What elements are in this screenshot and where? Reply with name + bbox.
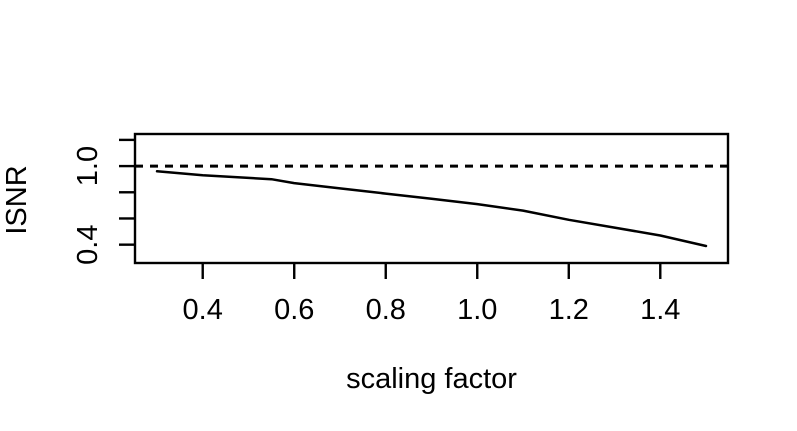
- plot-box: [133, 132, 730, 265]
- plot-area: 0.4 0.6 0.8 1.0 1.2 1.4 1.0 0.4: [72, 132, 730, 326]
- x-tick-label: 0.8: [366, 294, 406, 326]
- y-axis-title: ISNR: [1, 165, 33, 234]
- x-tick-label: 1.2: [549, 294, 589, 326]
- x-tick-label: 1.4: [640, 294, 680, 326]
- y-tick-label: 0.4: [72, 225, 104, 265]
- y-tick-label: 1.0: [72, 146, 104, 186]
- x-axis-title: scaling factor: [346, 363, 517, 395]
- x-tick-label: 1.0: [457, 294, 497, 326]
- x-tick-label: 0.4: [183, 294, 223, 326]
- series-line: [155, 170, 708, 248]
- x-tick-label: 0.6: [274, 294, 314, 326]
